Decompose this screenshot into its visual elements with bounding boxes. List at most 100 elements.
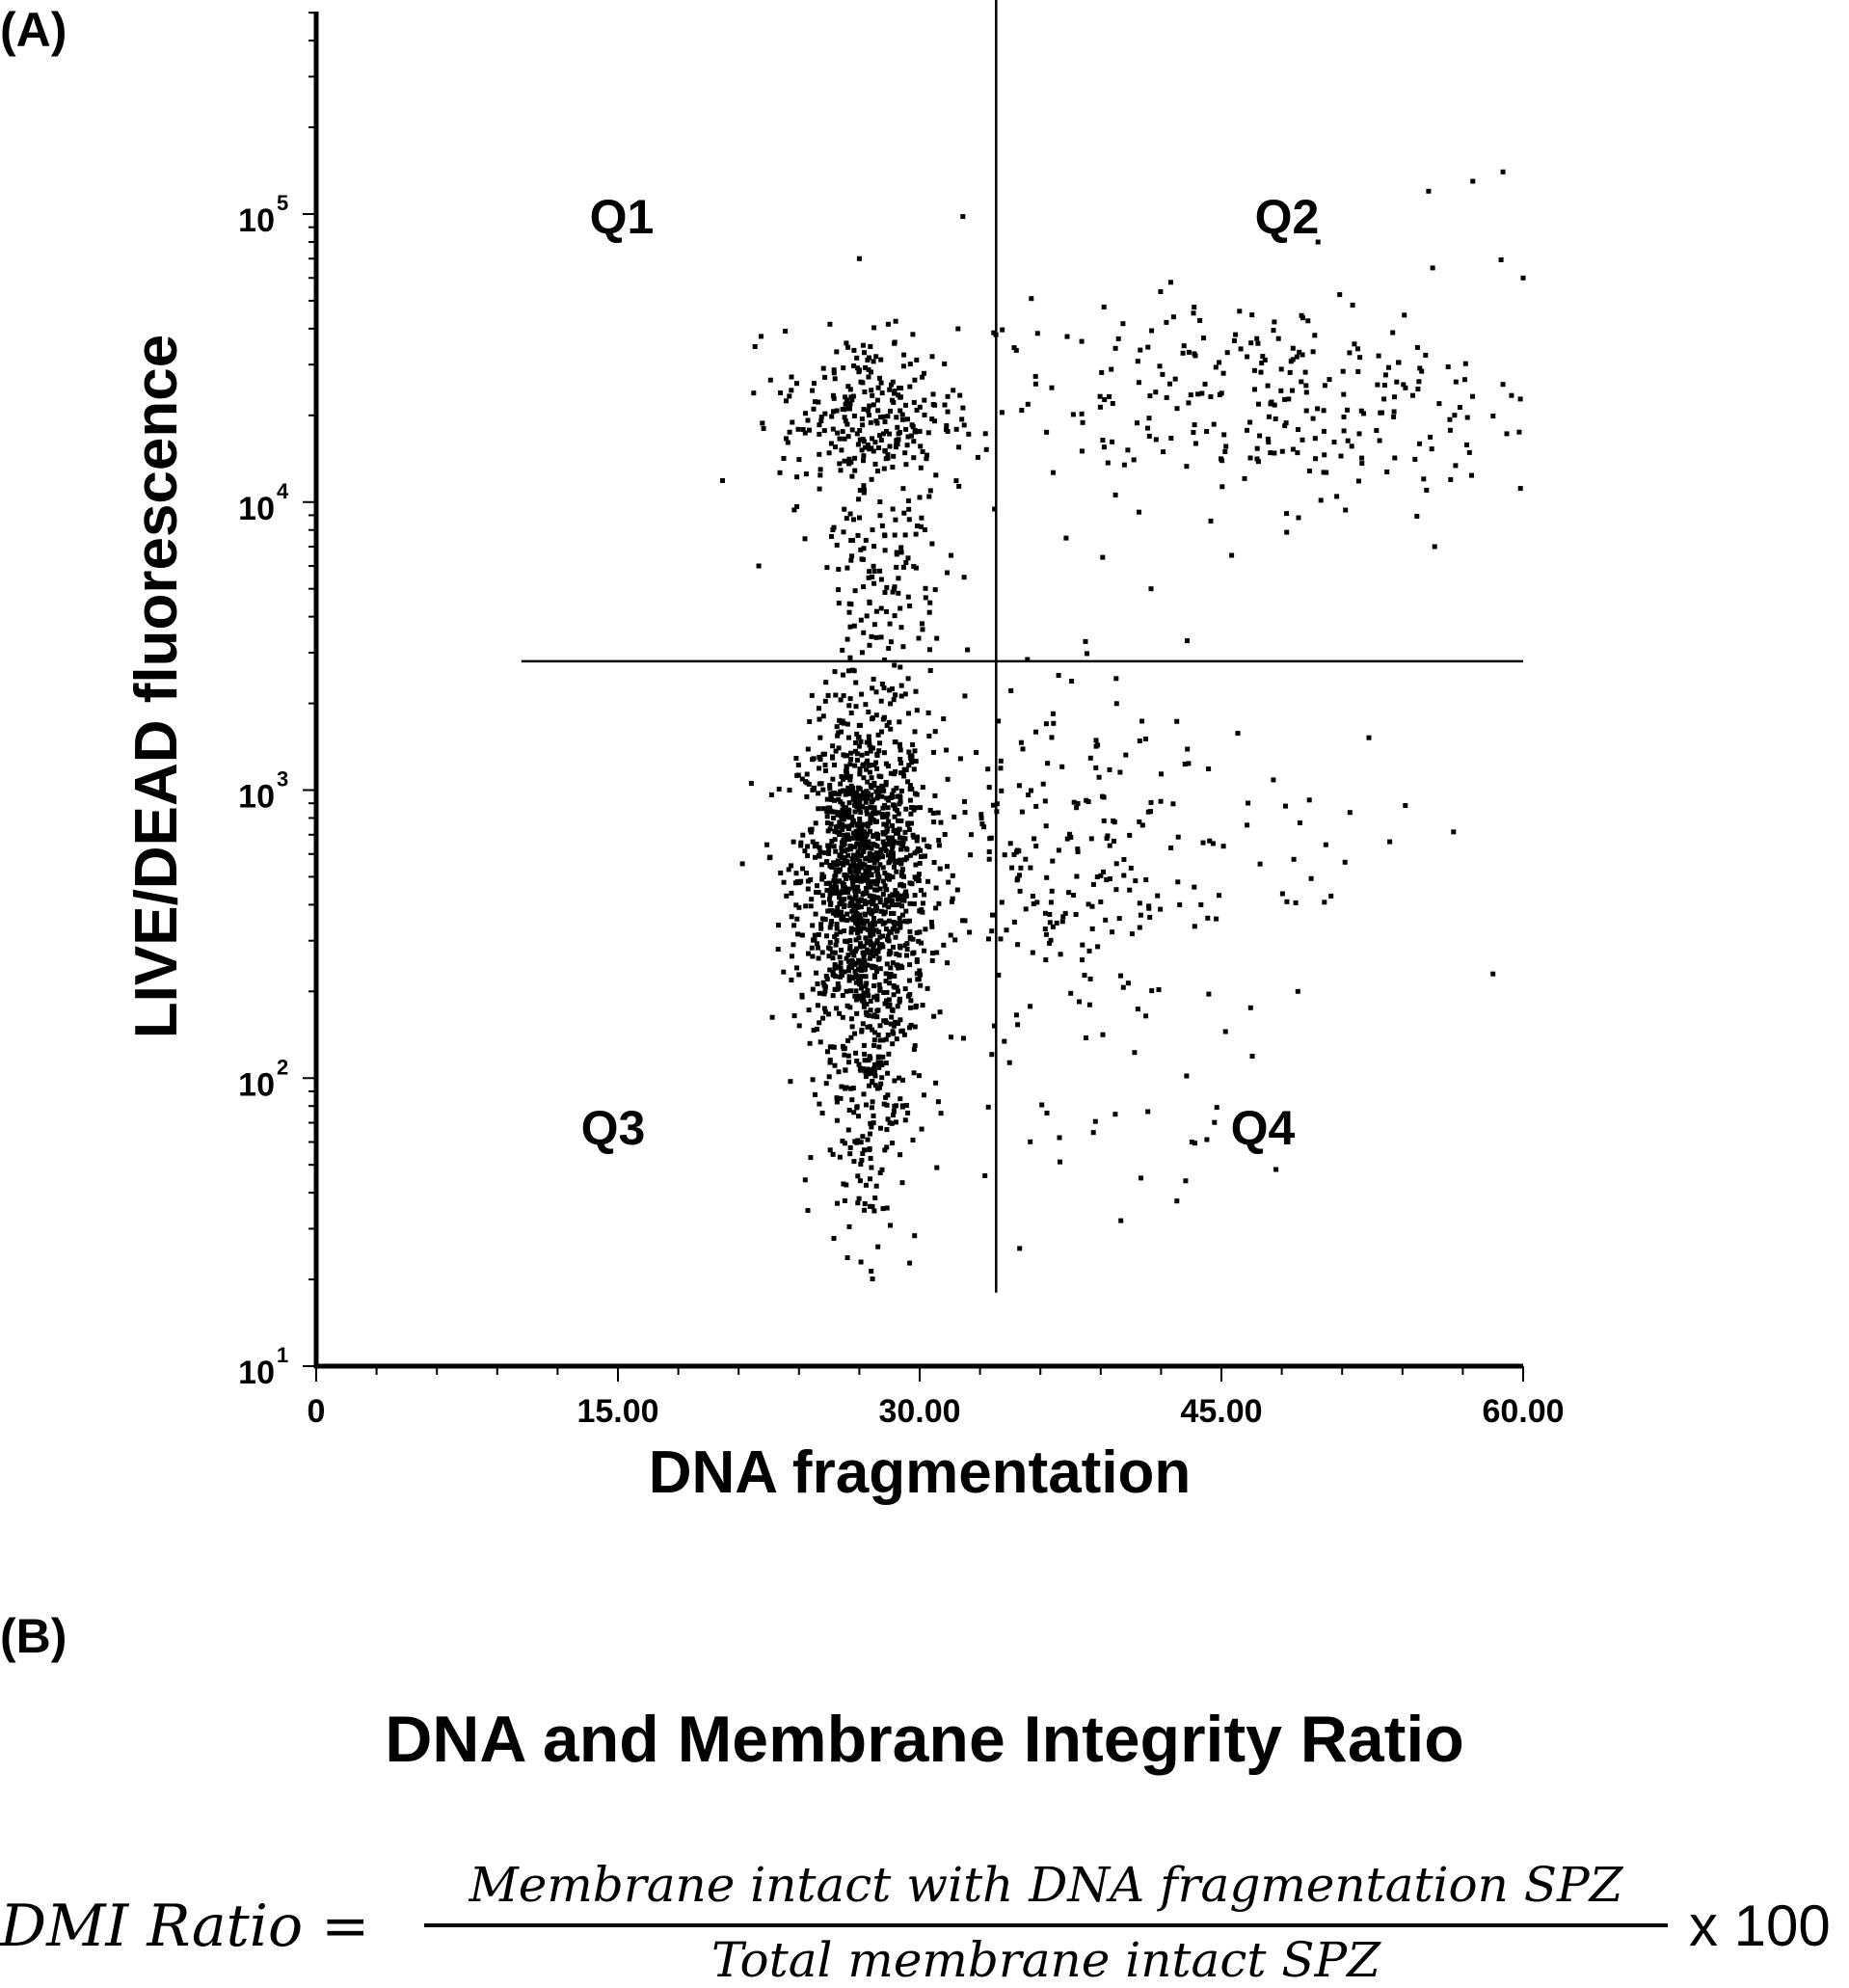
data-point <box>901 773 907 779</box>
data-point <box>863 856 869 862</box>
data-point <box>1011 345 1017 351</box>
data-point <box>871 359 876 364</box>
formula-lhs: DMI Ratio = <box>0 1893 370 1960</box>
data-point <box>912 791 918 796</box>
data-point <box>871 865 876 871</box>
data-point <box>1262 357 1268 363</box>
data-point <box>861 453 867 459</box>
data-point <box>1101 818 1107 823</box>
data-point <box>1184 1073 1190 1079</box>
y-tick-label: 10 <box>238 779 275 816</box>
quadrant-label-q3: Q3 <box>581 1101 646 1155</box>
data-point <box>1016 783 1022 789</box>
data-point <box>816 945 820 951</box>
data-point <box>839 813 844 819</box>
data-point <box>859 876 865 882</box>
data-point <box>1075 846 1081 852</box>
data-point <box>1197 317 1203 323</box>
data-point <box>893 888 898 894</box>
data-point <box>850 819 856 825</box>
data-point <box>896 576 901 581</box>
data-point <box>892 974 898 979</box>
data-point <box>849 1024 855 1030</box>
data-point <box>875 836 881 842</box>
data-point <box>886 1051 892 1057</box>
data-point <box>844 770 850 776</box>
data-point <box>1300 352 1305 358</box>
data-point <box>1288 359 1294 364</box>
data-point <box>824 809 830 815</box>
data-point <box>851 363 857 368</box>
data-point <box>837 1154 843 1160</box>
data-point <box>866 366 871 372</box>
data-point <box>857 800 863 806</box>
data-point <box>834 1095 840 1101</box>
data-point <box>842 506 847 512</box>
data-point <box>849 473 855 479</box>
data-point <box>849 958 855 963</box>
data-point <box>1462 361 1468 366</box>
data-point <box>818 922 824 927</box>
data-point <box>1185 746 1191 752</box>
data-point <box>1110 929 1115 935</box>
data-point <box>1043 823 1049 829</box>
data-point <box>899 416 905 422</box>
data-point <box>1137 925 1142 930</box>
data-point <box>886 873 892 878</box>
data-point <box>844 1182 849 1188</box>
data-point <box>898 394 903 400</box>
data-point <box>913 565 919 571</box>
data-point <box>869 388 874 393</box>
data-point <box>1260 354 1266 360</box>
data-point <box>881 714 887 720</box>
data-point <box>865 1071 871 1077</box>
data-point <box>834 964 839 970</box>
data-point <box>868 929 873 935</box>
data-point <box>919 1126 924 1132</box>
data-point <box>1047 912 1053 917</box>
data-point <box>1219 458 1225 464</box>
data-point <box>1136 380 1141 386</box>
data-point <box>922 412 927 417</box>
data-point <box>862 487 868 493</box>
data-point <box>901 352 907 358</box>
data-point <box>853 920 859 926</box>
data-point <box>843 1086 848 1091</box>
data-point <box>1087 755 1093 761</box>
data-point <box>832 797 837 803</box>
data-point <box>816 399 821 405</box>
data-point <box>835 733 841 739</box>
data-point <box>864 940 870 946</box>
data-point <box>936 900 942 906</box>
data-point <box>861 995 867 1001</box>
data-point <box>879 390 885 396</box>
data-point <box>830 955 836 961</box>
data-point <box>843 938 848 944</box>
data-point <box>962 693 968 699</box>
data-point <box>1391 414 1397 419</box>
data-point <box>918 908 924 914</box>
data-point <box>890 874 896 880</box>
data-point <box>1131 457 1137 463</box>
data-point <box>877 415 883 420</box>
data-point <box>1356 431 1362 437</box>
data-point <box>845 1053 851 1059</box>
data-point <box>903 908 909 914</box>
data-point <box>1170 801 1176 807</box>
data-point <box>872 903 878 908</box>
data-point <box>827 880 832 886</box>
data-point <box>870 1099 875 1105</box>
data-point <box>890 1041 896 1047</box>
data-point <box>847 777 853 783</box>
data-point <box>941 942 947 948</box>
data-point <box>833 444 838 450</box>
data-point <box>855 853 861 859</box>
data-point <box>917 861 923 866</box>
data-point <box>934 635 940 641</box>
data-point <box>884 584 890 590</box>
data-point <box>935 810 941 816</box>
data-point <box>890 857 896 863</box>
data-point <box>862 1207 868 1213</box>
data-point <box>856 722 862 728</box>
data-point <box>904 443 910 448</box>
